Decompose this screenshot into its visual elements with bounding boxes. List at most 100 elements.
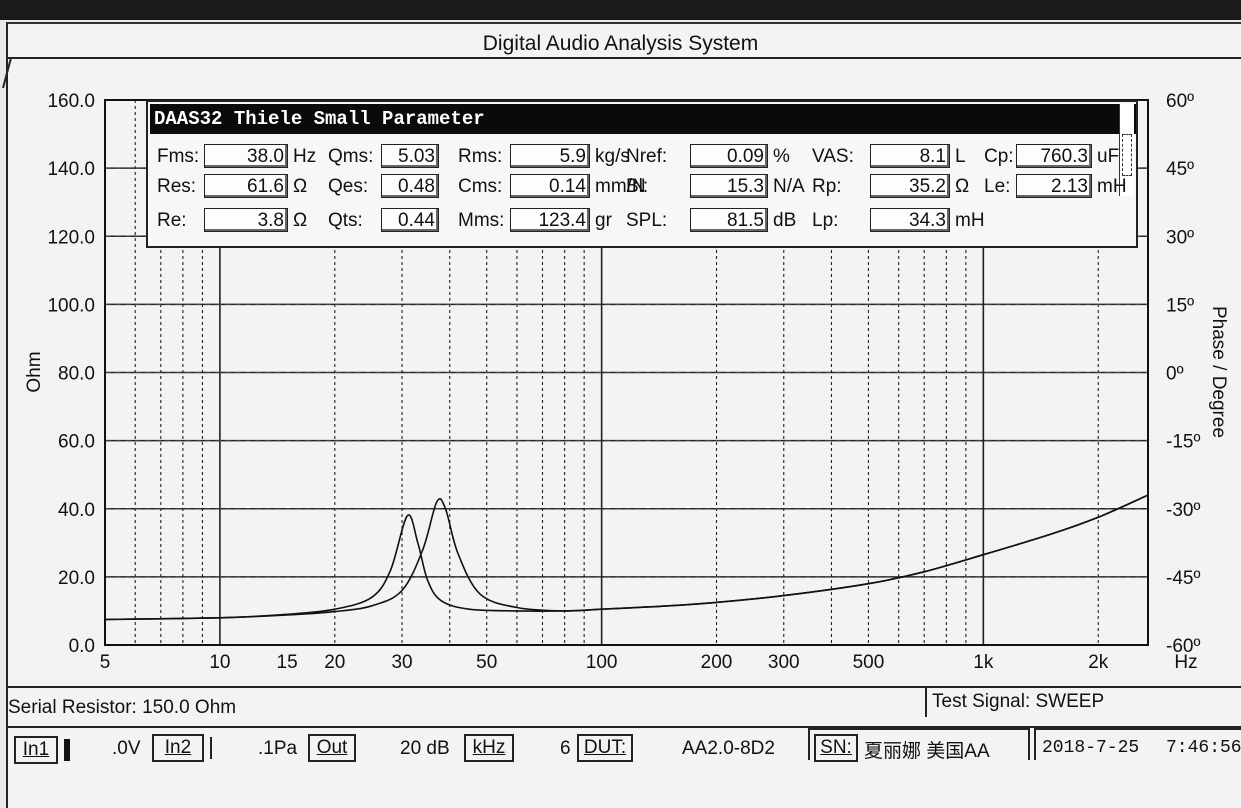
param-value-field: 15.3 bbox=[690, 174, 768, 198]
x-unit-label: Hz bbox=[1174, 652, 1197, 673]
param-label: Mms: bbox=[458, 210, 505, 231]
y-tick-label: 160.0 bbox=[47, 91, 95, 112]
impedance-curve-1 bbox=[104, 494, 1149, 621]
x-tick-label: 2k bbox=[1088, 652, 1109, 673]
impedance-curve-2 bbox=[104, 494, 1149, 621]
x-tick-label: 50 bbox=[476, 652, 497, 673]
y2-tick-label: 30º bbox=[1166, 227, 1194, 248]
serial-resistor-text: Serial Resistor: 150.0 Ohm bbox=[8, 697, 237, 718]
param-label: SPL: bbox=[626, 210, 668, 231]
param-unit: gr bbox=[595, 210, 612, 231]
param-unit: L bbox=[955, 146, 966, 167]
param-label: Rp: bbox=[812, 176, 842, 197]
thiele-small-panel: DAAS32 Thiele Small Parameter Fms: 38.0 Hz… bbox=[146, 100, 1138, 248]
param-value-field: 38.0 bbox=[204, 144, 288, 168]
window-edge-mark bbox=[2, 58, 12, 88]
y2-tick-label: 0º bbox=[1166, 364, 1184, 385]
panel-scrollbar[interactable] bbox=[1119, 104, 1134, 196]
param-unit: mm/N bbox=[595, 176, 646, 197]
param-value-field: 5.9 bbox=[510, 144, 590, 168]
status-separator bbox=[925, 687, 927, 717]
param-label: Res: bbox=[157, 176, 197, 197]
param-label: Cms: bbox=[458, 176, 503, 197]
param-unit: Ω bbox=[293, 176, 308, 197]
param-value-field: 61.6 bbox=[204, 174, 288, 198]
param-label: Lp: bbox=[812, 210, 839, 231]
param-label: Qes: bbox=[328, 176, 369, 197]
x-tick-label: 100 bbox=[586, 652, 618, 673]
scrollbar-thumb[interactable] bbox=[1122, 134, 1132, 176]
khz-button[interactable]: kHz bbox=[464, 734, 514, 762]
param-value-field: 3.8 bbox=[204, 208, 288, 232]
param-unit: N/A bbox=[773, 176, 805, 197]
in2-button[interactable]: In2 bbox=[152, 734, 204, 762]
in2-value: .1Pa bbox=[258, 738, 298, 759]
y-tick-label: 140.0 bbox=[47, 159, 95, 180]
param-value-field: 0.14 bbox=[510, 174, 590, 198]
y-tick-label: 120.0 bbox=[47, 227, 95, 248]
y2-tick-label: 45º bbox=[1166, 159, 1194, 180]
y-tick-label: 0.0 bbox=[69, 636, 95, 657]
dut-button[interactable]: DUT: bbox=[577, 734, 633, 762]
param-label: Rms: bbox=[458, 146, 503, 167]
param-value-field: 123.4 bbox=[510, 208, 590, 232]
param-value-field: 2.13 bbox=[1016, 174, 1092, 198]
in1-level-indicator bbox=[64, 739, 70, 761]
param-value-field: 0.09 bbox=[690, 144, 768, 168]
date-value: 2018-7-25 bbox=[1042, 738, 1140, 758]
param-unit: dB bbox=[773, 210, 797, 231]
sn-button[interactable]: SN: bbox=[814, 734, 858, 762]
param-value-field: 0.48 bbox=[381, 174, 439, 198]
param-value-field: 760.3 bbox=[1016, 144, 1092, 168]
sn-value: 夏丽娜 美国AA bbox=[864, 741, 990, 762]
param-value-field: 0.44 bbox=[381, 208, 439, 232]
param-label: VAS: bbox=[812, 146, 854, 167]
x-tick-label: 30 bbox=[391, 652, 412, 673]
title-divider bbox=[6, 57, 1241, 59]
param-unit: uF bbox=[1097, 146, 1120, 167]
param-value-field: 34.3 bbox=[870, 208, 950, 232]
datetime-box bbox=[1034, 728, 1241, 760]
window-title: Digital Audio Analysis System bbox=[482, 32, 759, 55]
khz-value: 6 bbox=[560, 738, 571, 759]
param-label: Le: bbox=[984, 176, 1011, 197]
param-unit: Ω bbox=[955, 176, 970, 197]
param-label: Qms: bbox=[328, 146, 374, 167]
param-unit: Ω bbox=[293, 210, 308, 231]
y-axis-title: Ohm bbox=[24, 351, 45, 392]
chart-axis-labels: 160.0 140.0 120.0 100.0 80.0 60.0 40.0 20.0 0.0 6… bbox=[24, 91, 1229, 673]
screen-top-bezel bbox=[0, 0, 1241, 20]
in1-value: .0V bbox=[112, 738, 141, 759]
x-tick-label: 15 bbox=[277, 652, 298, 673]
dut-value: AA2.0-8D2 bbox=[682, 738, 775, 759]
time-value: 7:46:56 bbox=[1166, 738, 1241, 758]
status-divider bbox=[6, 686, 1241, 688]
y-tick-label: 60.0 bbox=[58, 432, 95, 453]
panel-title: DAAS32 Thiele Small Parameter bbox=[150, 104, 1136, 134]
out-button[interactable]: Out bbox=[308, 734, 356, 762]
param-unit: mH bbox=[955, 210, 985, 231]
y2-axis-title: Phase / Degree bbox=[1208, 306, 1229, 438]
y-tick-label: 20.0 bbox=[58, 568, 95, 589]
param-value-field: 8.1 bbox=[870, 144, 950, 168]
toolbar-divider bbox=[6, 726, 1241, 728]
y2-tick-label: 60º bbox=[1166, 91, 1194, 112]
param-unit: % bbox=[773, 146, 790, 167]
param-unit: mH bbox=[1097, 176, 1127, 197]
y2-tick-label: -45º bbox=[1166, 568, 1200, 589]
y2-tick-label: 15º bbox=[1166, 295, 1194, 316]
x-tick-label: 5 bbox=[100, 652, 111, 673]
y2-tick-label: -60º bbox=[1166, 636, 1200, 657]
y-tick-label: 100.0 bbox=[47, 295, 95, 316]
y-tick-label: 40.0 bbox=[58, 500, 95, 521]
param-label: Re: bbox=[157, 210, 187, 231]
param-label: Qts: bbox=[328, 210, 363, 231]
x-tick-label: 20 bbox=[324, 652, 345, 673]
in1-button[interactable]: In1 bbox=[14, 736, 58, 764]
param-label: Nref: bbox=[626, 146, 668, 167]
param-value-field: 35.2 bbox=[870, 174, 950, 198]
param-label: Cp: bbox=[984, 146, 1014, 167]
test-signal-text: Test Signal: SWEEP bbox=[932, 691, 1105, 712]
x-tick-label: 10 bbox=[209, 652, 230, 673]
param-value-field: 5.03 bbox=[381, 144, 439, 168]
